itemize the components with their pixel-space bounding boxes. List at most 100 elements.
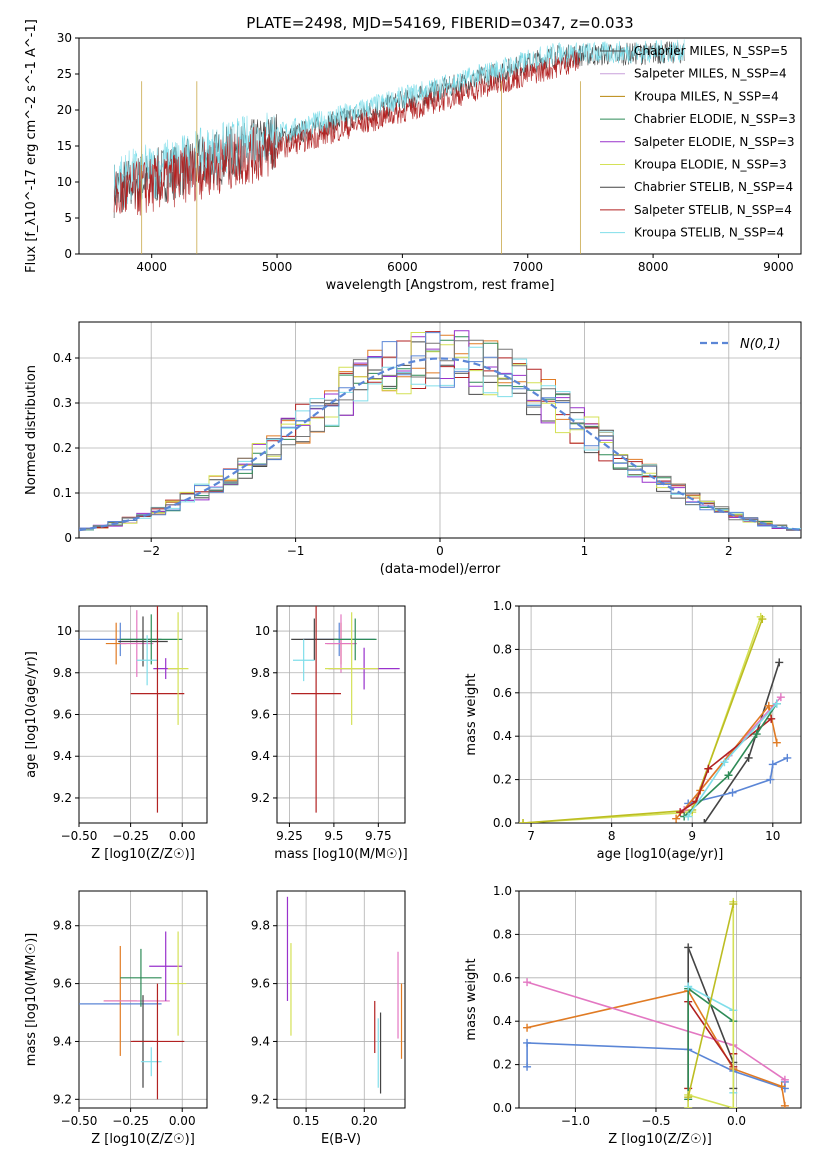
x-tick-label: 0.00 [169, 829, 196, 843]
weight-marker [684, 812, 693, 821]
residual-legend: N(0,1) [700, 337, 781, 352]
y-tick-label: 0.0 [493, 816, 512, 830]
axes-frame [518, 890, 802, 1109]
x-tick-label: 10 [765, 829, 780, 843]
spectrum-plot [113, 39, 685, 254]
weight-marker [523, 978, 532, 987]
x-tick-label: 1 [581, 544, 589, 558]
y-tick-label: 0.1 [53, 486, 72, 500]
axes-frame [78, 37, 802, 255]
y-tick-label: 0.8 [493, 642, 512, 656]
y-tick-label: 9.2 [251, 1092, 270, 1106]
mass_vs_Z-panel: −0.50 −0.25 0.00 9.2 9.4 9.6 9.8 Z [log10(Z/Z☉)… [24, 890, 208, 1147]
weight-series-line [687, 901, 735, 1108]
x-tick-label: 2 [725, 544, 733, 558]
y-tick-label: 0.6 [493, 686, 512, 700]
age_vs_Z-panel: −0.50 −0.25 0.00 9.2 9.4 9.6 9.8 10 Z [log10(Z/Z… [24, 605, 208, 862]
weight-marker [519, 819, 528, 823]
y-axis-label: mass [log10(M/M☉)] [24, 933, 39, 1066]
weight-marker [780, 1101, 789, 1108]
legend-entry: Salpeter MILES, N_SSP=4 [634, 67, 787, 81]
weight-marker [744, 753, 753, 762]
weight_vs_Z-panel: −1.0 −0.5 0.0 0.0 0.2 0.4 0.6 0.8 1.0 Z [log10(Z/… [464, 884, 802, 1147]
x-tick-label: −2 [142, 544, 160, 558]
x-axis-label: Z [log10(Z/Z☉)] [91, 847, 195, 862]
spectrum-panel: 4000 5000 6000 7000 8000 9000 0 5 10 15 20 25 30 wave… [24, 19, 802, 293]
weight_vs_Z-plot [523, 897, 789, 1108]
y-tick-label: 9.8 [251, 919, 270, 933]
y-tick-label: 9.6 [53, 708, 72, 722]
weight-marker [523, 1038, 532, 1047]
weight-marker [752, 730, 761, 739]
y-tick-label: 0 [64, 531, 72, 545]
residuals-plot [79, 330, 801, 532]
weight-marker [729, 900, 738, 909]
weight-marker [767, 714, 776, 723]
weight-marker [704, 764, 713, 773]
y-tick-label: 10 [255, 624, 270, 638]
y-tick-label: 9.6 [251, 708, 270, 722]
y-tick-label: 10 [57, 175, 72, 189]
y-tick-label: 9.6 [53, 977, 72, 991]
axes-frame [518, 605, 802, 824]
mass_vs_EBV-plot [286, 896, 403, 1094]
mass_vs_Z-plot [79, 931, 187, 1100]
axes-frame [276, 605, 406, 824]
x-tick-label: 9.25 [276, 829, 303, 843]
axes-frame [78, 890, 208, 1109]
residuals-panel: −2 −1 0 1 2 0 0.1 0.2 0.3 0.4 (data-model)/error No… [24, 321, 802, 577]
spectrum-series-line [113, 49, 581, 216]
spectrum-series-line [113, 39, 685, 208]
weight-marker [672, 814, 681, 823]
y-tick-label: 0.2 [493, 773, 512, 787]
x-tick-label: −0.50 [61, 1114, 98, 1128]
x-tick-label: 8 [608, 829, 616, 843]
weight-marker [776, 693, 785, 702]
weight-marker [783, 753, 792, 762]
x-axis-label: mass [log10(M/M☉)] [274, 847, 407, 862]
y-tick-label: 1.0 [493, 599, 512, 613]
x-tick-label: −0.25 [112, 1114, 149, 1128]
normal-curve [79, 357, 801, 532]
panels: 4000 5000 6000 7000 8000 9000051015202530wave… [24, 19, 802, 1147]
weight-marker [720, 758, 729, 767]
x-tick-label: −0.25 [112, 829, 149, 843]
x-tick-label: 7000 [512, 260, 543, 274]
age_vs_Z-plot [79, 606, 189, 813]
y-tick-label: 0 [64, 247, 72, 261]
y-tick-label: 1.0 [493, 884, 512, 898]
weight-marker [684, 943, 693, 952]
axes-frame [78, 605, 208, 824]
weight-series-line [687, 903, 735, 1098]
x-tick-label: 9 [688, 829, 696, 843]
legend-entry: N(0,1) [740, 337, 781, 352]
x-tick-label: −0.50 [61, 829, 98, 843]
weight-marker [724, 771, 733, 780]
mass_vs_EBV-panel: 0.15 0.20 9.2 9.4 9.6 9.8 E(B-V) [251, 890, 406, 1147]
weight-marker [684, 982, 693, 991]
y-tick-label: 0.3 [53, 396, 72, 410]
y-axis-label: Normed distribution [24, 365, 39, 495]
x-tick-label: 0.15 [293, 1114, 320, 1128]
age_vs_mass-plot [291, 606, 400, 813]
y-tick-label: 9.2 [53, 1092, 72, 1106]
y-tick-label: 0.2 [53, 441, 72, 455]
y-tick-label: 9.8 [251, 666, 270, 680]
x-tick-label: 5000 [262, 260, 293, 274]
x-axis-label: Z [log10(Z/Z☉)] [91, 1132, 195, 1147]
weight-marker [684, 1093, 693, 1102]
weight-marker [768, 760, 777, 769]
spectrum-legend: Chabrier MILES, N_SSP=5 Salpeter MILES, N… [600, 44, 796, 240]
y-tick-label: 9.4 [251, 1034, 270, 1048]
x-tick-label: 0.00 [169, 1114, 196, 1128]
legend-entry: Kroupa STELIB, N_SSP=4 [634, 226, 784, 240]
weight-marker [777, 1082, 786, 1091]
x-axis-label: age [log10(age/yr)] [597, 847, 724, 862]
y-tick-label: 9.4 [53, 749, 72, 763]
legend-entry: Chabrier MILES, N_SSP=5 [634, 44, 788, 58]
weight-marker [729, 1104, 738, 1108]
x-tick-label: 9.5 [324, 829, 343, 843]
weight-marker [758, 615, 767, 624]
legend-entry: Kroupa MILES, N_SSP=4 [634, 89, 779, 103]
histogram-series [79, 339, 801, 531]
